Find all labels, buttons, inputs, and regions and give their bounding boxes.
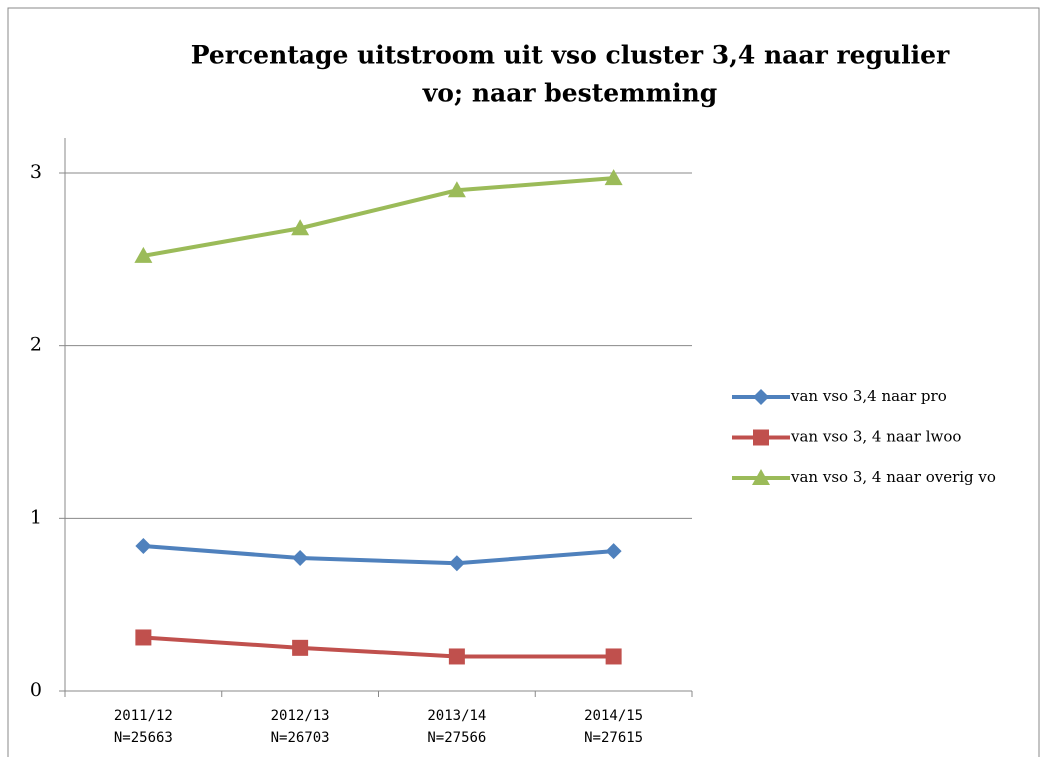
marker bbox=[605, 543, 622, 560]
marker bbox=[448, 648, 465, 665]
marker bbox=[292, 550, 309, 567]
marker bbox=[292, 639, 309, 656]
y-tick-label: 1 bbox=[30, 506, 42, 528]
legend-label: van vso 3, 4 naar lwoo bbox=[790, 428, 961, 446]
x-tick-label: N=26703 bbox=[271, 730, 330, 746]
x-tick-label: 2013/14 bbox=[427, 708, 486, 724]
series-line bbox=[143, 635, 614, 659]
y-tick-label: 2 bbox=[30, 334, 42, 356]
x-tick-label: N=27566 bbox=[427, 730, 486, 746]
y-tick-label: 0 bbox=[30, 679, 42, 701]
x-tick-label: N=27615 bbox=[584, 730, 643, 746]
legend-label: van vso 3, 4 naar overig vo bbox=[790, 468, 996, 486]
marker bbox=[135, 537, 152, 554]
marker bbox=[753, 389, 769, 405]
chart-title: vo; naar bestemming bbox=[422, 79, 718, 108]
marker bbox=[753, 429, 769, 446]
x-tick-label: N=25663 bbox=[114, 730, 173, 746]
chart-frame bbox=[7, 7, 1040, 757]
marker bbox=[604, 169, 623, 186]
marker bbox=[448, 555, 465, 572]
series-line bbox=[143, 543, 614, 566]
marker bbox=[291, 219, 310, 236]
legend-label: van vso 3,4 naar pro bbox=[790, 387, 947, 405]
marker bbox=[447, 181, 466, 198]
marker bbox=[135, 629, 152, 646]
x-tick-label: 2012/13 bbox=[271, 708, 330, 724]
marker bbox=[752, 469, 770, 485]
x-tick-label: 2014/15 bbox=[584, 708, 643, 724]
series-line bbox=[143, 176, 614, 258]
y-tick-label: 3 bbox=[30, 161, 42, 183]
marker bbox=[605, 648, 622, 665]
x-tick-label: 2011/12 bbox=[114, 708, 173, 724]
marker bbox=[134, 246, 153, 263]
chart-title: Percentage uitstroom uit vso cluster 3,4… bbox=[191, 41, 950, 70]
